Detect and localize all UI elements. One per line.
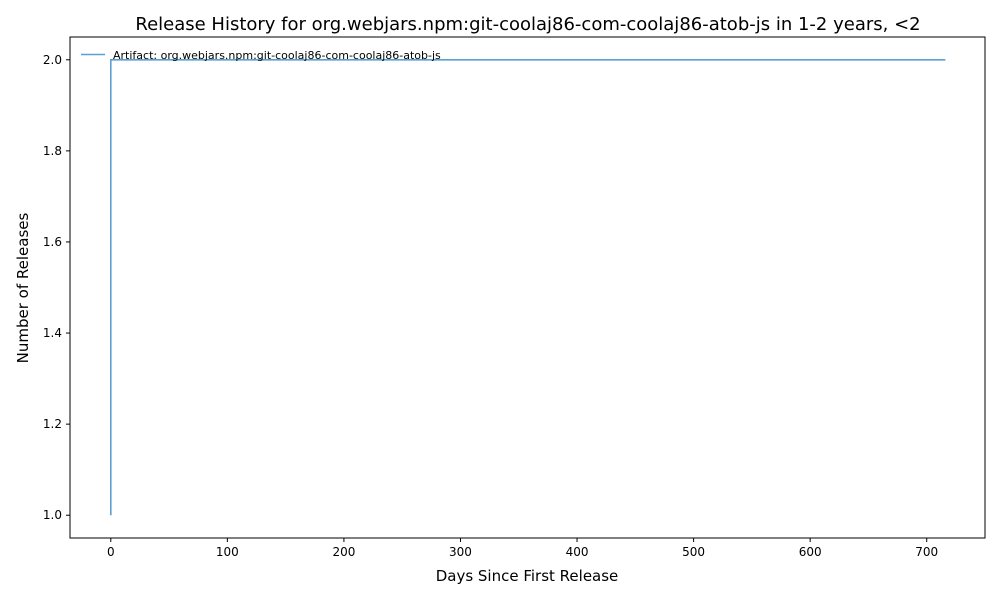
series-layer <box>109 58 946 516</box>
y-tick-label: 1.8 <box>43 144 62 158</box>
series-line-0 <box>109 58 946 516</box>
y-tick-label: 1.0 <box>43 508 62 522</box>
y-tick-label: 1.6 <box>43 235 62 249</box>
x-tick-label: 300 <box>449 545 472 559</box>
y-axis-ticks: 1.0 1.2 1.4 1.6 1.8 2.0 <box>43 53 70 522</box>
x-tick-label: 700 <box>915 545 938 559</box>
y-tick-label: 1.4 <box>43 326 62 340</box>
x-tick-label: 200 <box>332 545 355 559</box>
y-axis-label: Number of Releases <box>14 212 32 363</box>
legend: Artifact: org.webjars.npm:git-coolaj86-c… <box>81 49 441 62</box>
x-axis-ticks: 0 100 200 300 400 500 600 700 <box>107 538 938 559</box>
y-tick-label: 1.2 <box>43 417 62 431</box>
y-tick-label: 2.0 <box>43 53 62 67</box>
x-tick-label: 400 <box>566 545 589 559</box>
x-tick-label: 600 <box>799 545 822 559</box>
x-axis-label: Days Since First Release <box>436 567 619 585</box>
legend-label: Artifact: org.webjars.npm:git-coolaj86-c… <box>113 49 441 62</box>
x-tick-label: 0 <box>107 545 115 559</box>
chart-title: Release History for org.webjars.npm:git-… <box>135 14 920 35</box>
x-tick-label: 100 <box>216 545 239 559</box>
x-tick-label: 500 <box>682 545 705 559</box>
plot-frame <box>69 36 986 539</box>
